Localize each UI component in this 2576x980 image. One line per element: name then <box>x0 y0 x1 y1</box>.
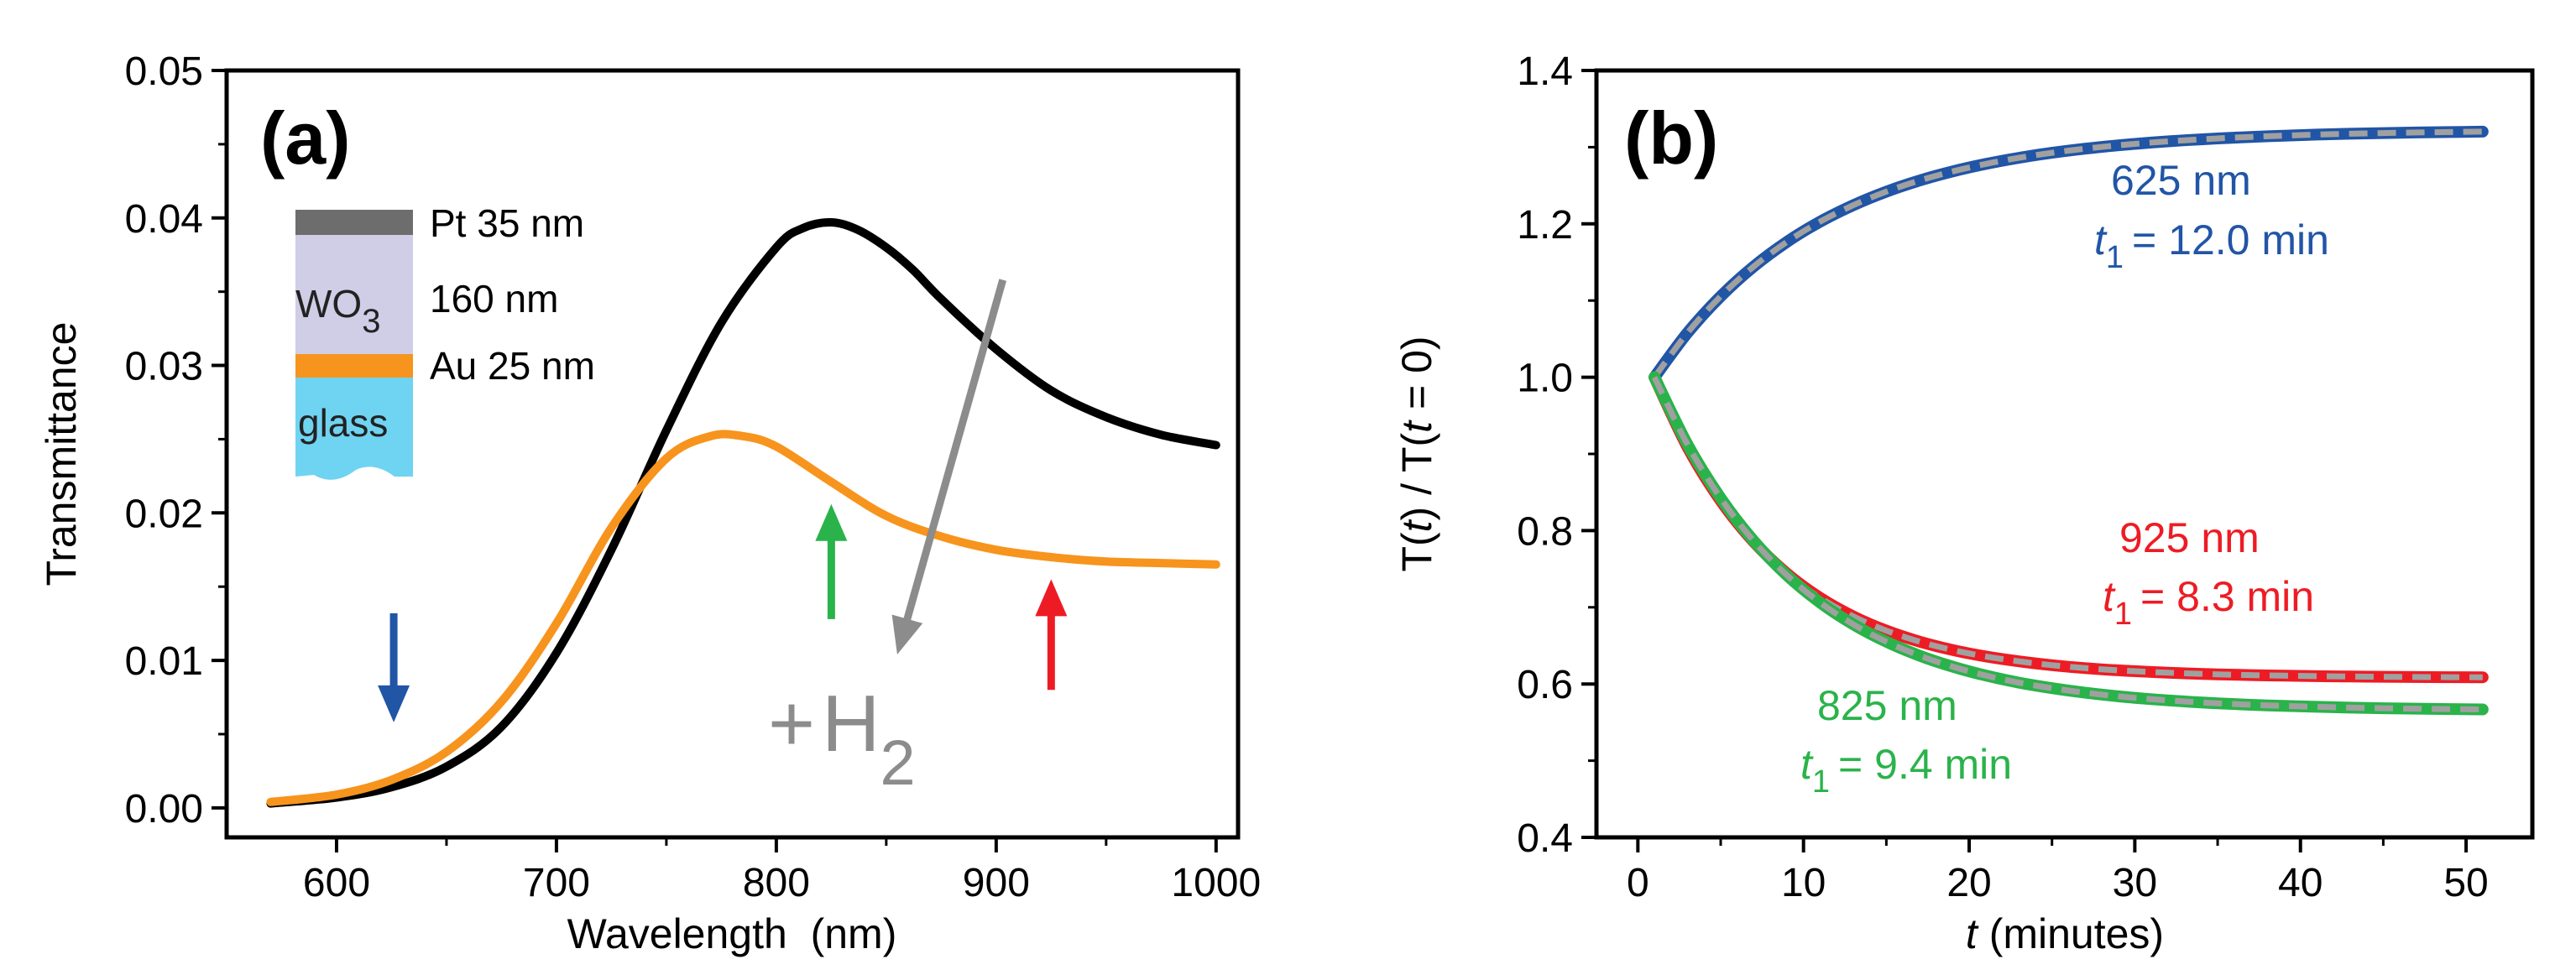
panel-b-plot-area <box>1649 125 2489 716</box>
y-tick-label: 0.00 <box>125 787 203 831</box>
panel-a-label: (a) <box>260 96 351 180</box>
x-tick-label: 30 <box>2113 861 2157 905</box>
series-925-label: 925 nm <box>2119 514 2260 561</box>
series-825-line-fit <box>1651 376 2483 712</box>
gray-arrow-hydrogen-head <box>891 614 923 655</box>
hydrogen-annotation: +H2 <box>768 679 916 799</box>
glass-substrate <box>295 378 413 480</box>
green-arrow-up-head <box>815 503 848 541</box>
series-825-tau-label: t1 = 9.4 min <box>1800 741 2012 800</box>
panel-b-chart: 0 10 20 30 40 50 0.4 0.6 0.8 1.0 1.2 1.4 (b) 625 nm… <box>1393 50 2535 957</box>
gray-arrow-hydrogen-shaft <box>902 279 1007 623</box>
y-tick-label: 0.01 <box>125 639 203 684</box>
y-tick-label: 0.8 <box>1517 509 1573 554</box>
au-layer <box>295 354 413 378</box>
blue-arrow-down <box>378 612 410 722</box>
series-925-tau-label: t1 = 8.3 min <box>2103 573 2314 632</box>
wo3-layer <box>295 235 413 354</box>
wo3-thickness-label: 160 nm <box>430 277 558 321</box>
gray-arrow-hydrogen <box>891 279 1007 655</box>
panel-a-x-axis-label: Wavelength (nm) <box>567 910 897 957</box>
series-825-line <box>1649 371 2489 716</box>
panel-b-frame <box>1594 68 2535 840</box>
panel-a-chart: 600 700 800 900 1000 0.00 0.01 0.02 0.03 0.04 0.05… <box>38 50 1261 957</box>
panel-a-plot-area <box>266 217 1220 808</box>
au-layer-label: Au 25 nm <box>430 344 595 388</box>
panel-b-label: (b) <box>1624 96 1718 180</box>
x-tick-label: 600 <box>303 861 370 905</box>
panel-a-arrows <box>378 279 1068 722</box>
y-tick-label: 1.2 <box>1517 203 1573 248</box>
y-tick-label: 0.4 <box>1517 816 1573 861</box>
blue-arrow-down-head <box>378 685 410 722</box>
green-arrow-up <box>815 503 848 619</box>
x-tick-label: 0 <box>1627 861 1649 905</box>
panel-b-y-axis-label: T(t) / T(t = 0) <box>1393 336 1440 571</box>
pt-layer <box>295 210 413 235</box>
panel-b-ticks: 0 10 20 30 40 50 0.4 0.6 0.8 1.0 1.2 1.4 <box>1517 50 2488 905</box>
x-tick-label: 900 <box>963 861 1030 905</box>
y-tick-label: 0.04 <box>125 197 203 242</box>
series-825-label: 825 nm <box>1817 682 1957 729</box>
panel-a-ticks: 600 700 800 900 1000 0.00 0.01 0.02 0.03 0.04 0.05 <box>125 50 1262 905</box>
series-625-line <box>1649 125 2489 383</box>
panel-b-x-axis-label: t (minutes) <box>1966 910 2164 957</box>
series-625-tau-label: t1 = 12.0 min <box>2094 216 2329 275</box>
panel-a-frame <box>224 68 1241 840</box>
x-tick-label: 800 <box>743 861 810 905</box>
x-tick-label: 20 <box>1946 861 1991 905</box>
x-tick-label: 10 <box>1781 861 1826 905</box>
y-tick-label: 1.4 <box>1517 50 1573 94</box>
glass-label: glass <box>298 401 388 445</box>
panel-a-y-axis-label: Transmittance <box>38 322 85 586</box>
y-tick-label: 1.0 <box>1517 357 1573 401</box>
y-tick-label: 0.02 <box>125 492 203 536</box>
x-tick-label: 40 <box>2278 861 2323 905</box>
transmittance-before-line <box>266 217 1220 808</box>
y-tick-label: 0.03 <box>125 345 203 389</box>
series-925-line-fit <box>1651 376 2483 680</box>
transmittance-after-hydrogen-line <box>266 430 1220 806</box>
series-925-line <box>1649 371 2489 684</box>
series-625-line-fit <box>1652 128 2483 379</box>
pt-layer-label: Pt 35 nm <box>430 201 584 245</box>
red-arrow-up <box>1035 579 1068 691</box>
x-tick-label: 700 <box>523 861 590 905</box>
x-tick-label: 50 <box>2443 861 2488 905</box>
y-tick-label: 0.05 <box>125 50 203 94</box>
layer-stack-inset: WO3 glass Pt 35 nm 160 nm Au 25 nm <box>295 201 595 480</box>
y-tick-label: 0.6 <box>1517 663 1573 707</box>
red-arrow-up-head <box>1035 579 1068 617</box>
wo3-layer-label: WO3 <box>295 282 380 340</box>
x-tick-label: 1000 <box>1171 861 1261 905</box>
series-625-label: 625 nm <box>2111 157 2251 204</box>
